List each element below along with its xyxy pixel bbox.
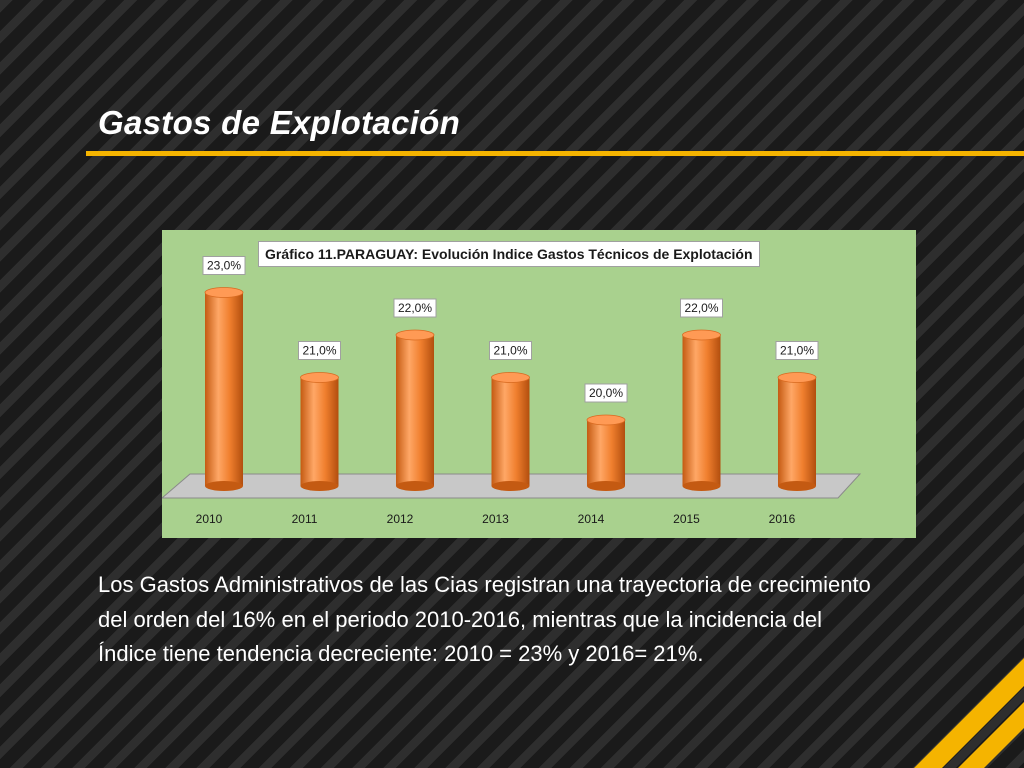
chart-plot: 23,0% 21,0% 22,0% 21,0% 20,0% 22,0% 21,0% 2010… — [162, 256, 862, 526]
x-tick-label: 2015 — [673, 512, 700, 526]
x-tick-label: 2010 — [196, 512, 223, 526]
bar-2015 — [682, 329, 721, 491]
bar-base — [396, 481, 434, 491]
data-label-box — [584, 383, 628, 403]
slide-title: Gastos de Explotación — [98, 104, 461, 141]
corner-accent-stripes — [914, 658, 1024, 768]
bar-base — [300, 481, 339, 491]
data-label-2014: 20,0% — [584, 383, 628, 403]
bar-2014 — [586, 414, 626, 491]
data-label-box — [489, 341, 532, 360]
chart-panel: 23,0% 21,0% 22,0% 21,0% 20,0% 22,0% 21,0% 2010… — [162, 230, 916, 538]
title-underline — [86, 151, 1024, 156]
bar-body — [778, 377, 816, 486]
bar-2012 — [395, 329, 435, 491]
data-label-text: 22,0% — [398, 301, 432, 315]
bar-top — [682, 329, 721, 341]
chart-title: Gráfico 11.PARAGUAY: Evolución Indice Ga… — [258, 241, 760, 267]
data-label-box — [775, 341, 819, 360]
bar-base — [682, 481, 721, 491]
bar-base — [205, 481, 243, 491]
data-label-2013: 21,0% — [489, 341, 532, 360]
x-tick-label: 2016 — [769, 512, 796, 526]
data-label-2016: 21,0% — [775, 341, 819, 360]
bar-2013 — [491, 372, 530, 491]
bar-2010 — [204, 287, 244, 491]
bar-body — [682, 335, 721, 486]
data-label-box — [680, 298, 723, 318]
bar-body — [396, 335, 434, 486]
x-tick-label: 2011 — [292, 512, 318, 526]
data-label-text: 23,0% — [207, 259, 241, 273]
x-tick-label: 2014 — [578, 512, 605, 526]
bar-top — [777, 372, 817, 383]
bar-top — [491, 372, 530, 383]
data-label-2012: 22,0% — [393, 298, 437, 318]
x-tick-label: 2013 — [482, 512, 509, 526]
body-paragraph: Los Gastos Administrativos de las Cias r… — [98, 572, 871, 666]
data-label-2010: 23,0% — [202, 256, 246, 275]
bar-base — [587, 481, 625, 491]
bar-body — [300, 377, 339, 486]
data-label-text: 22,0% — [684, 301, 718, 315]
bar-top — [300, 372, 339, 383]
data-label-text: 21,0% — [780, 344, 814, 358]
bar-2011 — [300, 372, 339, 491]
data-label-2015: 22,0% — [680, 298, 723, 318]
bar-body — [587, 420, 625, 486]
data-label-box — [202, 256, 246, 275]
bar-base — [491, 481, 530, 491]
data-label-box — [298, 341, 341, 360]
x-tick-label: 2012 — [387, 512, 414, 526]
data-label-2011: 21,0% — [298, 341, 341, 360]
bar-top — [204, 287, 244, 298]
data-label-text: 20,0% — [589, 386, 623, 400]
data-label-text: 21,0% — [493, 344, 527, 358]
bar-top — [395, 329, 435, 341]
bar-2016 — [777, 372, 817, 491]
bar-base — [778, 481, 816, 491]
bar-body — [205, 292, 243, 486]
data-label-text: 21,0% — [302, 344, 336, 358]
data-label-box — [393, 298, 437, 318]
bar-body — [491, 377, 530, 486]
bar-top — [586, 414, 626, 426]
